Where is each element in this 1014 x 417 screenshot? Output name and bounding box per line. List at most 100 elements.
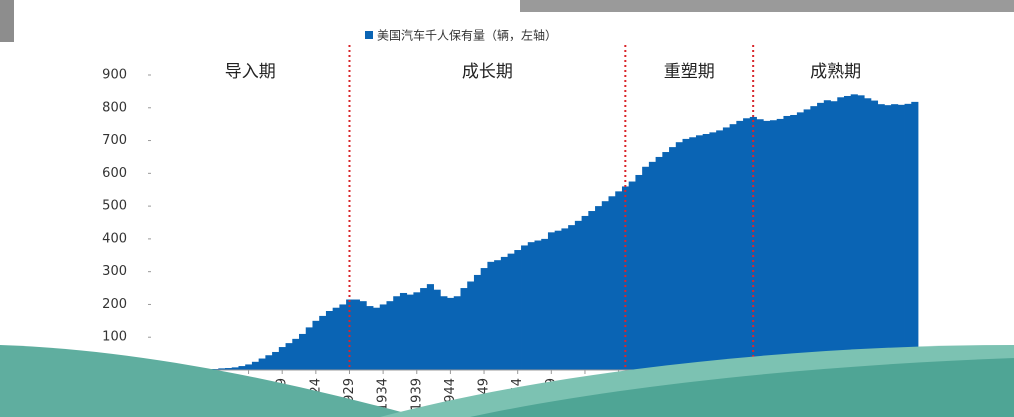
bar: [399, 292, 408, 370]
y-tick-label: 300: [102, 264, 127, 279]
bar: [319, 315, 327, 370]
bar: [527, 242, 535, 370]
bar: [877, 104, 885, 370]
bar: [406, 294, 414, 370]
bar: [265, 355, 273, 370]
bar: [843, 95, 852, 370]
bar: [440, 296, 448, 370]
bar: [359, 301, 367, 370]
bar: [911, 101, 919, 370]
bar: [635, 174, 643, 370]
y-tick-label: 600: [102, 166, 127, 181]
bar: [231, 367, 239, 370]
bar: [803, 109, 811, 371]
bar: [292, 338, 300, 370]
bar: [305, 327, 313, 370]
bar: [258, 358, 266, 370]
bar: [238, 366, 246, 370]
bar: [729, 124, 737, 371]
bar: [796, 112, 805, 370]
bar: [547, 232, 556, 370]
bar: [608, 196, 616, 370]
corner-image: [520, 0, 1014, 12]
bar: [386, 301, 394, 370]
bar: [272, 351, 280, 370]
bar: [891, 104, 899, 370]
bar: [568, 225, 576, 370]
bar: [823, 100, 831, 370]
bar: [278, 347, 286, 370]
bar: [884, 105, 892, 371]
bar: [541, 238, 549, 370]
bar: [332, 307, 340, 370]
bar: [447, 297, 455, 370]
bar: [379, 304, 387, 370]
bar: [709, 132, 717, 370]
bar: [420, 288, 428, 370]
bar: [716, 130, 724, 370]
legend-label: 美国汽车千人保有量（辆，左轴）: [377, 28, 557, 43]
bar: [817, 102, 825, 370]
bar: [299, 333, 307, 370]
bar: [722, 127, 731, 370]
y-tick-label: 700: [102, 133, 127, 148]
y-tick-label: 200: [102, 297, 127, 312]
period-label: 成熟期: [810, 61, 861, 82]
bar: [251, 361, 260, 370]
bar: [621, 186, 630, 370]
wave: [470, 358, 1014, 417]
y-tick-label: 800: [102, 100, 127, 115]
bar: [695, 135, 704, 370]
bar: [574, 220, 582, 370]
bar: [467, 281, 475, 370]
bar: [473, 274, 482, 370]
bar: [628, 181, 636, 370]
y-tick-label: 900: [102, 68, 127, 83]
bar: [285, 343, 293, 370]
bar: [736, 120, 744, 370]
bar: [366, 306, 374, 370]
wave: [0, 345, 420, 417]
bar: [534, 240, 542, 370]
x-tick-label: 1939: [409, 378, 424, 411]
bar: [675, 142, 683, 370]
bar: [480, 268, 488, 370]
bar: [521, 245, 529, 370]
bar: [904, 103, 912, 370]
bar: [588, 211, 596, 370]
bar: [514, 250, 522, 370]
bar: [830, 101, 838, 370]
bar: [500, 256, 508, 370]
bar: [648, 161, 657, 370]
period-label: 成长期: [462, 62, 513, 82]
bar: [615, 191, 623, 370]
bar: [339, 304, 347, 370]
period-label: 重塑期: [664, 62, 715, 82]
bar: [218, 368, 226, 370]
bar: [352, 299, 360, 370]
bar: [790, 114, 798, 370]
bar: [312, 320, 320, 370]
bar: [897, 104, 905, 371]
bar: [554, 230, 562, 370]
bar: [581, 215, 589, 370]
y-tick-label: 100: [102, 330, 127, 345]
bar: [756, 119, 764, 370]
bar: [850, 94, 858, 370]
x-tick-label: 1934: [376, 378, 391, 411]
bar: [346, 299, 354, 370]
bar: [810, 106, 818, 370]
bar: [743, 118, 751, 371]
corner-image: [0, 0, 14, 42]
bar: [561, 228, 569, 370]
bar: [393, 296, 401, 370]
bar: [453, 296, 461, 370]
bar: [655, 156, 663, 370]
bar: [507, 253, 515, 370]
bar: [702, 134, 710, 370]
bar: [769, 120, 778, 370]
y-tick-label: 500: [102, 199, 127, 214]
bar: [763, 120, 771, 370]
bar: [373, 307, 381, 370]
